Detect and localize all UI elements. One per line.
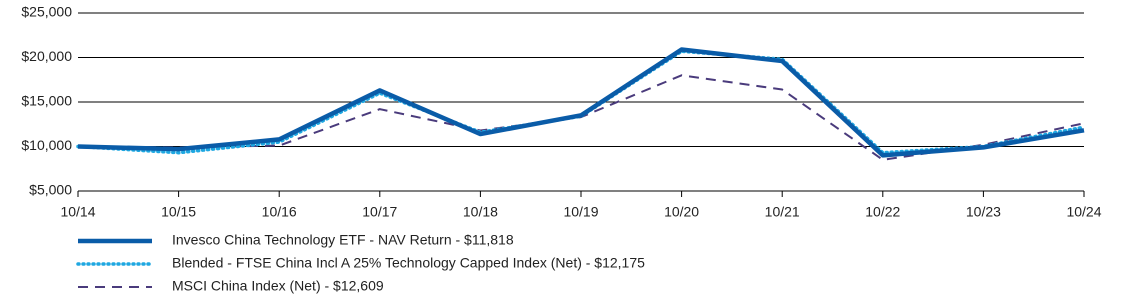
- x-tick-label: 10/22: [865, 204, 900, 220]
- y-tick-label: $5,000: [29, 182, 72, 198]
- legend-label: Invesco China Technology ETF - NAV Retur…: [172, 232, 514, 248]
- x-tick-label: 10/23: [966, 204, 1001, 220]
- y-tick-label: $10,000: [21, 137, 72, 153]
- y-tick-label: $15,000: [21, 93, 72, 109]
- x-tick-label: 10/21: [765, 204, 800, 220]
- y-tick-label: $25,000: [21, 4, 72, 20]
- legend-label: Blended - FTSE China Incl A 25% Technolo…: [172, 255, 645, 271]
- y-tick-label: $20,000: [21, 48, 72, 64]
- x-tick-label: 10/24: [1066, 204, 1101, 220]
- series-line: [77, 47, 1085, 158]
- x-tick-label: 10/19: [563, 204, 598, 220]
- x-tick-label: 10/15: [161, 204, 196, 220]
- x-tick-label: 10/16: [262, 204, 297, 220]
- x-tick-label: 10/14: [60, 204, 95, 220]
- x-tick-label: 10/20: [664, 204, 699, 220]
- legend-label: MSCI China Index (Net) - $12,609: [172, 278, 384, 294]
- x-tick-label: 10/18: [463, 204, 498, 220]
- x-tick-label: 10/17: [362, 204, 397, 220]
